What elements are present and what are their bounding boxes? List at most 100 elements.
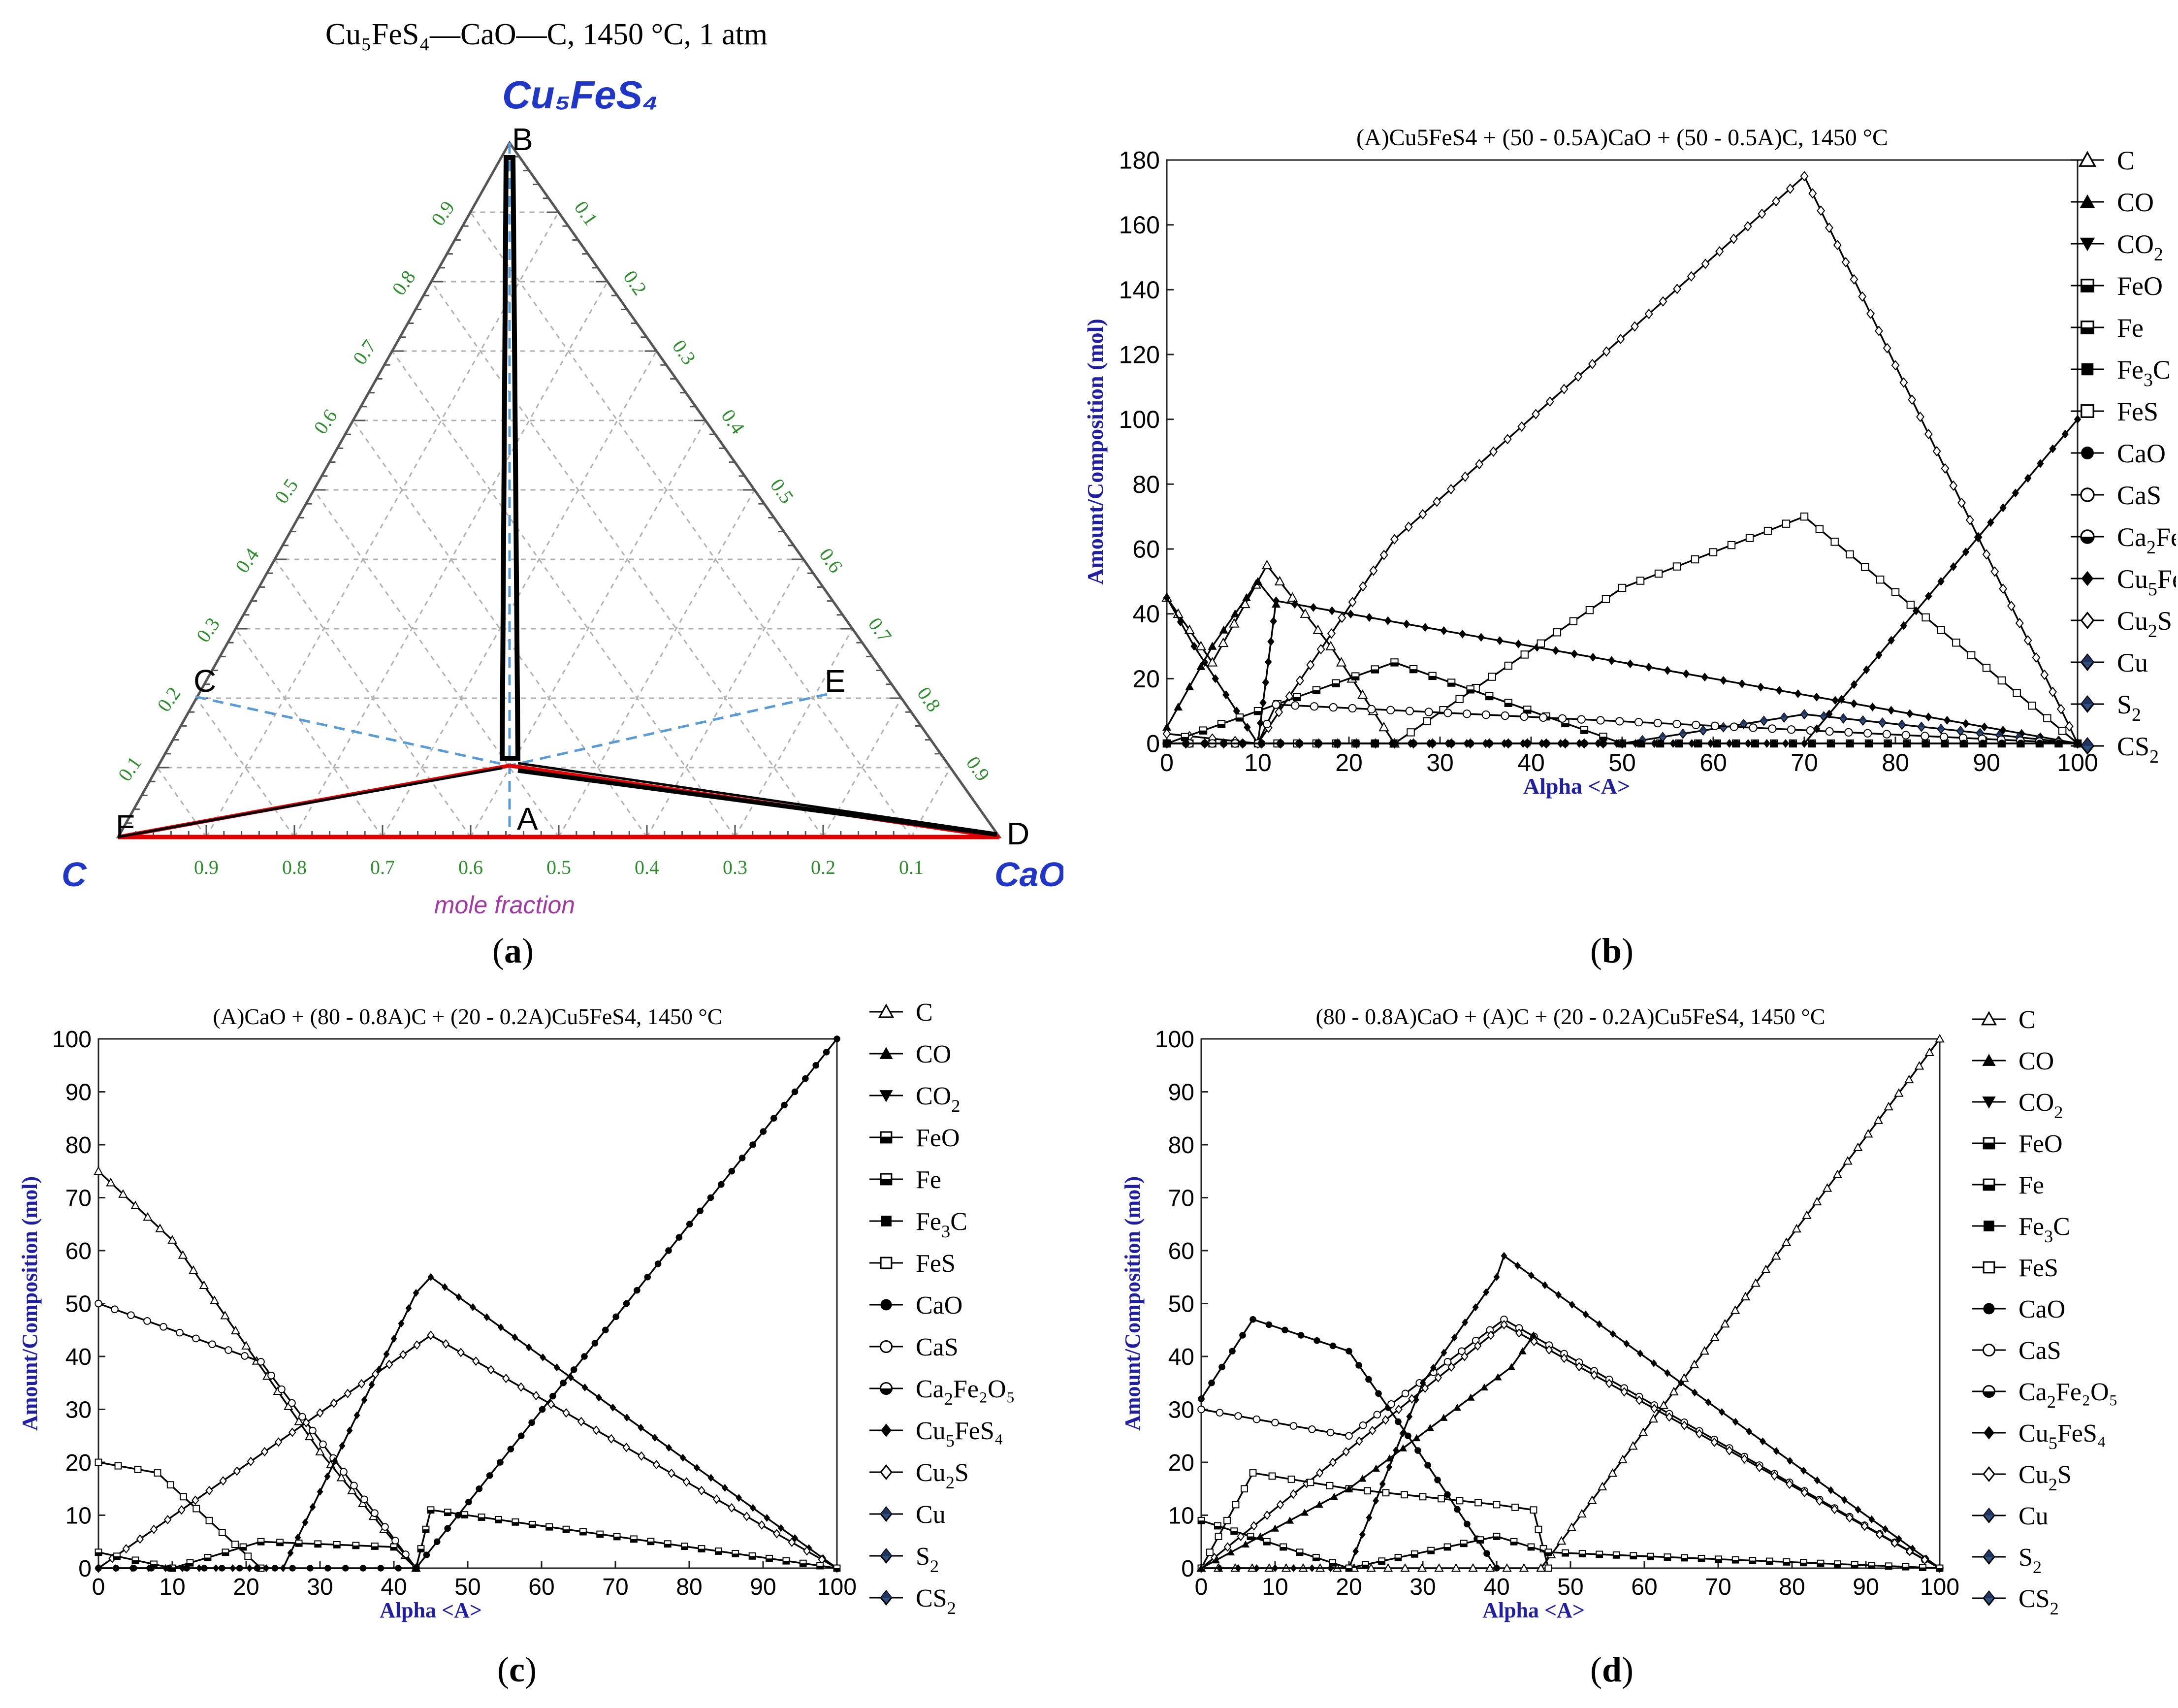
series-fes [1197, 1469, 1552, 1572]
marker-circle-open [1596, 716, 1605, 725]
legend: C CO CO2 FeO Fe Fe3C FeS CaO CaS Ca2Fe₂O₅ Cu5FeS₄ C… [2071, 146, 2176, 767]
marker-square-open [1636, 577, 1645, 585]
marker-square-half [333, 1541, 341, 1548]
legend-label: Fe3C [2018, 1213, 2070, 1246]
marker-part [1996, 731, 2003, 736]
marker-square-half [1851, 1561, 1858, 1569]
marker-triangle-open [1648, 1414, 1659, 1423]
marker-circle-filled [823, 1049, 830, 1056]
marker-diamond-open [1532, 409, 1540, 419]
marker-square-open [1223, 1516, 1231, 1524]
marker-triangle-filled [1530, 1331, 1537, 1339]
marker-triangle-open [1618, 1454, 1628, 1463]
y-tick-label: 70 [1168, 1185, 1194, 1211]
marker-square-half [664, 1540, 672, 1548]
marker-square-half [1428, 672, 1437, 680]
marker-diamond-filled [1373, 1497, 1379, 1505]
marker-diamond-open [1500, 1320, 1508, 1330]
marker-diamond-open [205, 1485, 213, 1495]
y-tick-label: 20 [1168, 1450, 1194, 1476]
marker-circle-open [1730, 722, 1738, 731]
marker-part [1429, 676, 1436, 680]
marker-part [1659, 732, 1666, 737]
marker-diamond-open [1421, 1383, 1429, 1393]
marker-triangle-open [336, 1472, 347, 1482]
x-tick-label: 90 [1853, 1574, 1879, 1600]
marker-part [783, 1561, 790, 1564]
marker-diamond-filled [353, 1411, 360, 1419]
marker-triangle-filled [1467, 1393, 1475, 1401]
tick-label-right: 0.5 [766, 475, 799, 508]
marker-diamond-open [1503, 434, 1512, 445]
tick-label-bottom: 0.4 [635, 856, 659, 878]
marker-diamond-open [1447, 1362, 1455, 1372]
marker-part [1898, 720, 1906, 725]
marker-diamond-open [2015, 618, 2024, 629]
marker-circle-filled [2017, 740, 2025, 747]
marker-circle-filled [528, 1419, 535, 1426]
marker-diamond-filled [2049, 444, 2056, 453]
marker-triangle-open [1720, 1319, 1730, 1328]
marker-part [1834, 1564, 1841, 1567]
marker-diamond-filled [413, 1289, 419, 1297]
marker-part [1918, 722, 1925, 727]
marker-square-half [732, 1550, 739, 1557]
marker-diamond-open [1263, 1510, 1271, 1520]
marker-part [1937, 724, 1945, 729]
legend-label: Cu [2117, 648, 2148, 677]
marker-diamond-open [1726, 1446, 1733, 1455]
marker-square-half [276, 1539, 284, 1547]
marker-circle-open [360, 1495, 368, 1504]
legend-label: CS2 [916, 1584, 956, 1618]
marker-square-half [1783, 1558, 1791, 1566]
marker-diamond-filled [1451, 1333, 1458, 1342]
marker-square-half [1351, 672, 1360, 680]
marker-circle-filled [359, 1565, 367, 1572]
y-tick-label: 40 [65, 1344, 92, 1370]
marker-circle-filled [1424, 1462, 1431, 1469]
marker-diamond-open [1673, 284, 1682, 294]
marker-triangle-open [1383, 1563, 1393, 1572]
marker-circle-filled [95, 1565, 102, 1572]
legend-label: Ca2Fe₂O₅ [2117, 522, 2176, 558]
marker-square-open [192, 1505, 200, 1513]
marker-diamond-filled [1826, 709, 1833, 719]
marker-circle-filled [634, 1287, 641, 1294]
marker-square-half [1409, 665, 1418, 674]
marker-part [1296, 1552, 1303, 1556]
marker-diamond-filled [1272, 1564, 1279, 1572]
marker-triangle-open [1853, 1142, 1863, 1151]
marker-circle-filled [812, 1062, 820, 1069]
phase-line-center-D [517, 768, 997, 837]
marker-part [1840, 714, 1847, 719]
marker-circle-filled [1198, 1395, 1205, 1402]
marker-circle-open [1558, 714, 1567, 723]
legend-label: Fe [2117, 313, 2144, 343]
marker-part [461, 1515, 468, 1518]
marker-square-open [95, 1458, 102, 1466]
marker-diamond-open [1434, 1373, 1442, 1383]
marker-diamond-open [427, 1330, 435, 1340]
marker-diamond-open [1921, 1555, 1929, 1565]
marker-diamond-open [442, 1339, 450, 1349]
marker-part [1562, 723, 1569, 727]
marker-part [372, 1546, 378, 1549]
marker-square-half [1580, 726, 1589, 734]
marker-triangle-open [1336, 657, 1347, 667]
marker-square-half [1280, 1543, 1287, 1551]
marker-part [240, 1547, 247, 1550]
marker-diamond-filled [2081, 571, 2094, 586]
marker-square-half [314, 1540, 322, 1548]
marker-triangle-open [1679, 1373, 1689, 1382]
series-fes [95, 1458, 265, 1572]
y-tick-label: 80 [1168, 1132, 1194, 1159]
marker-circle-filled [1580, 740, 1588, 747]
marker-triangle-filled [1162, 723, 1171, 731]
marker-diamond-filled [1235, 1564, 1242, 1572]
marker-triangle-filled [1196, 662, 1206, 670]
marker-square-half [1510, 1538, 1518, 1546]
marker-diamond-filled [1682, 669, 1690, 678]
marker-diamond-filled [1974, 533, 1982, 542]
marker-circle-open [1458, 1347, 1466, 1355]
marker-part [1902, 1567, 1909, 1570]
